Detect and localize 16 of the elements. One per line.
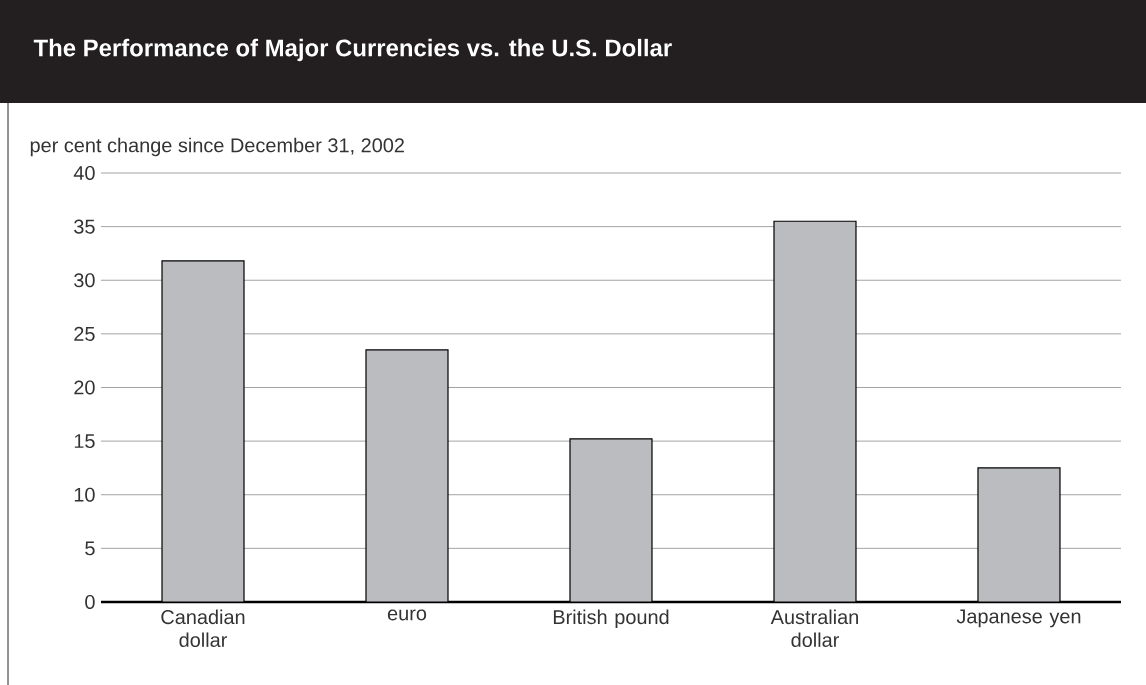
y-tick-label: 40 [73, 165, 95, 181]
y-tick-label: 35 [74, 219, 95, 234]
x-tick-label: British pound [553, 609, 669, 629]
y-tick-label: 10 [74, 487, 95, 502]
x-tick-label: euro [387, 609, 427, 621]
y-tick-label: 0 [85, 594, 95, 610]
y-tick-label: 20 [74, 380, 95, 395]
y-tick-label: 5 [85, 541, 95, 556]
x-tick-label: Canadian dollar [161, 609, 245, 648]
y-tick-label: 25 [74, 326, 95, 341]
x-tick-label: Australian dollar [770, 609, 858, 648]
y-tick-label: 30 [74, 273, 95, 288]
chart-title: The Performance of Major Currencies vs. the U.S. Dollar [33, 38, 672, 62]
y-axis-title: per cent change since December 31, 2002 [30, 137, 404, 157]
y-tick-label: 15 [74, 434, 95, 449]
x-tick-label: Japanese yen [956, 609, 1081, 628]
